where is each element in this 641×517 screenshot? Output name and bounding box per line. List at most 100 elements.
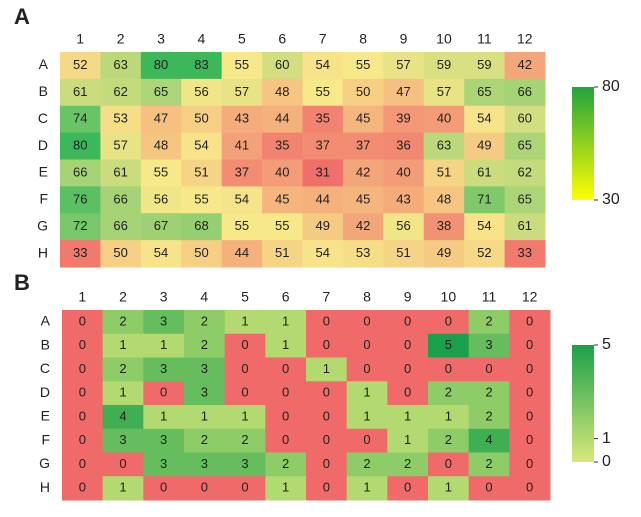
cell-value: 57 bbox=[235, 84, 249, 99]
cell-value: 65 bbox=[518, 191, 532, 206]
cell-value: 51 bbox=[275, 245, 289, 260]
cell bbox=[428, 310, 470, 335]
cell-value: 1 bbox=[160, 337, 167, 352]
cell bbox=[62, 310, 104, 335]
cell bbox=[302, 213, 344, 241]
cell-value: 2 bbox=[119, 361, 126, 376]
cell-value: 48 bbox=[154, 138, 168, 153]
cell-value: 1 bbox=[241, 313, 248, 328]
column-label: 1 bbox=[76, 31, 84, 47]
cell-value: 3 bbox=[201, 385, 208, 400]
cell-value: 55 bbox=[154, 164, 168, 179]
cell bbox=[342, 159, 384, 187]
cell bbox=[468, 357, 510, 382]
cell-value: 37 bbox=[356, 138, 370, 153]
cell bbox=[306, 452, 348, 477]
cell bbox=[509, 476, 551, 501]
colorbar bbox=[572, 345, 594, 462]
cell bbox=[387, 333, 429, 358]
cell-value: 52 bbox=[477, 245, 491, 260]
cell-value: 2 bbox=[363, 456, 370, 471]
cell bbox=[62, 357, 104, 382]
cell bbox=[428, 333, 470, 358]
cell-value: 0 bbox=[363, 313, 370, 328]
cell-value: 47 bbox=[396, 84, 410, 99]
cell bbox=[143, 405, 185, 430]
cell bbox=[342, 186, 384, 214]
cell-value: 0 bbox=[445, 361, 452, 376]
cell-value: 1 bbox=[119, 337, 126, 352]
row-label: F bbox=[39, 191, 48, 207]
cell bbox=[383, 240, 425, 268]
cell bbox=[464, 186, 506, 214]
cell bbox=[504, 240, 546, 268]
cell bbox=[143, 476, 185, 501]
cell-value: 1 bbox=[119, 480, 126, 495]
cell-value: 71 bbox=[477, 191, 491, 206]
cell bbox=[221, 159, 263, 187]
cell-value: 54 bbox=[477, 111, 491, 126]
cell bbox=[346, 357, 388, 382]
cell-value: 42 bbox=[356, 164, 370, 179]
cell-value: 0 bbox=[445, 456, 452, 471]
column-label: 10 bbox=[436, 31, 452, 47]
cell-value: 49 bbox=[477, 138, 491, 153]
cell bbox=[504, 213, 546, 241]
cell-value: 53 bbox=[113, 111, 127, 126]
cell bbox=[181, 240, 223, 268]
column-label: 6 bbox=[282, 289, 290, 305]
cell-value: 59 bbox=[437, 57, 451, 72]
cell bbox=[140, 240, 182, 268]
column-label: 11 bbox=[482, 289, 497, 305]
cell bbox=[346, 381, 388, 406]
cell-value: 1 bbox=[241, 408, 248, 423]
cell-value: 0 bbox=[323, 456, 330, 471]
cell bbox=[60, 159, 101, 187]
row-label: G bbox=[37, 217, 48, 233]
cell-value: 0 bbox=[79, 313, 86, 328]
cell-value: 3 bbox=[160, 432, 167, 447]
cell-value: 0 bbox=[526, 456, 533, 471]
cell-value: 1 bbox=[119, 385, 126, 400]
cell-value: 40 bbox=[275, 164, 289, 179]
cell-value: 1 bbox=[363, 480, 370, 495]
cell bbox=[265, 405, 307, 430]
cell bbox=[468, 452, 510, 477]
cell bbox=[102, 310, 144, 335]
cell-value: 0 bbox=[282, 361, 289, 376]
cell-value: 0 bbox=[404, 385, 411, 400]
cell bbox=[346, 428, 388, 453]
cell bbox=[428, 452, 470, 477]
cell bbox=[262, 78, 303, 107]
cell-value: 55 bbox=[315, 84, 329, 99]
cell-value: 44 bbox=[275, 111, 289, 126]
cell bbox=[383, 78, 425, 107]
cell-value: 67 bbox=[154, 218, 168, 233]
cell bbox=[184, 452, 226, 477]
cell-value: 0 bbox=[323, 408, 330, 423]
cell bbox=[140, 186, 182, 214]
cell-value: 35 bbox=[275, 138, 289, 153]
cell-value: 0 bbox=[526, 361, 533, 376]
cell-value: 49 bbox=[315, 218, 329, 233]
cell bbox=[221, 213, 263, 241]
cell bbox=[423, 159, 465, 187]
cell-value: 63 bbox=[437, 138, 451, 153]
cell-value: 1 bbox=[282, 313, 289, 328]
cell bbox=[100, 132, 142, 160]
cell-value: 50 bbox=[356, 84, 370, 99]
cell-value: 0 bbox=[241, 361, 248, 376]
cell-value: 61 bbox=[518, 218, 532, 233]
cell bbox=[100, 105, 142, 134]
cell bbox=[221, 186, 263, 214]
row-label: A bbox=[41, 313, 51, 329]
column-label: 7 bbox=[319, 31, 327, 47]
cell bbox=[60, 186, 101, 214]
cell-value: 65 bbox=[518, 138, 532, 153]
cell bbox=[468, 381, 510, 406]
cell bbox=[262, 52, 303, 80]
column-label: 3 bbox=[157, 31, 165, 47]
cell-value: 66 bbox=[73, 164, 87, 179]
cell-value: 38 bbox=[437, 218, 451, 233]
cell bbox=[221, 240, 263, 268]
